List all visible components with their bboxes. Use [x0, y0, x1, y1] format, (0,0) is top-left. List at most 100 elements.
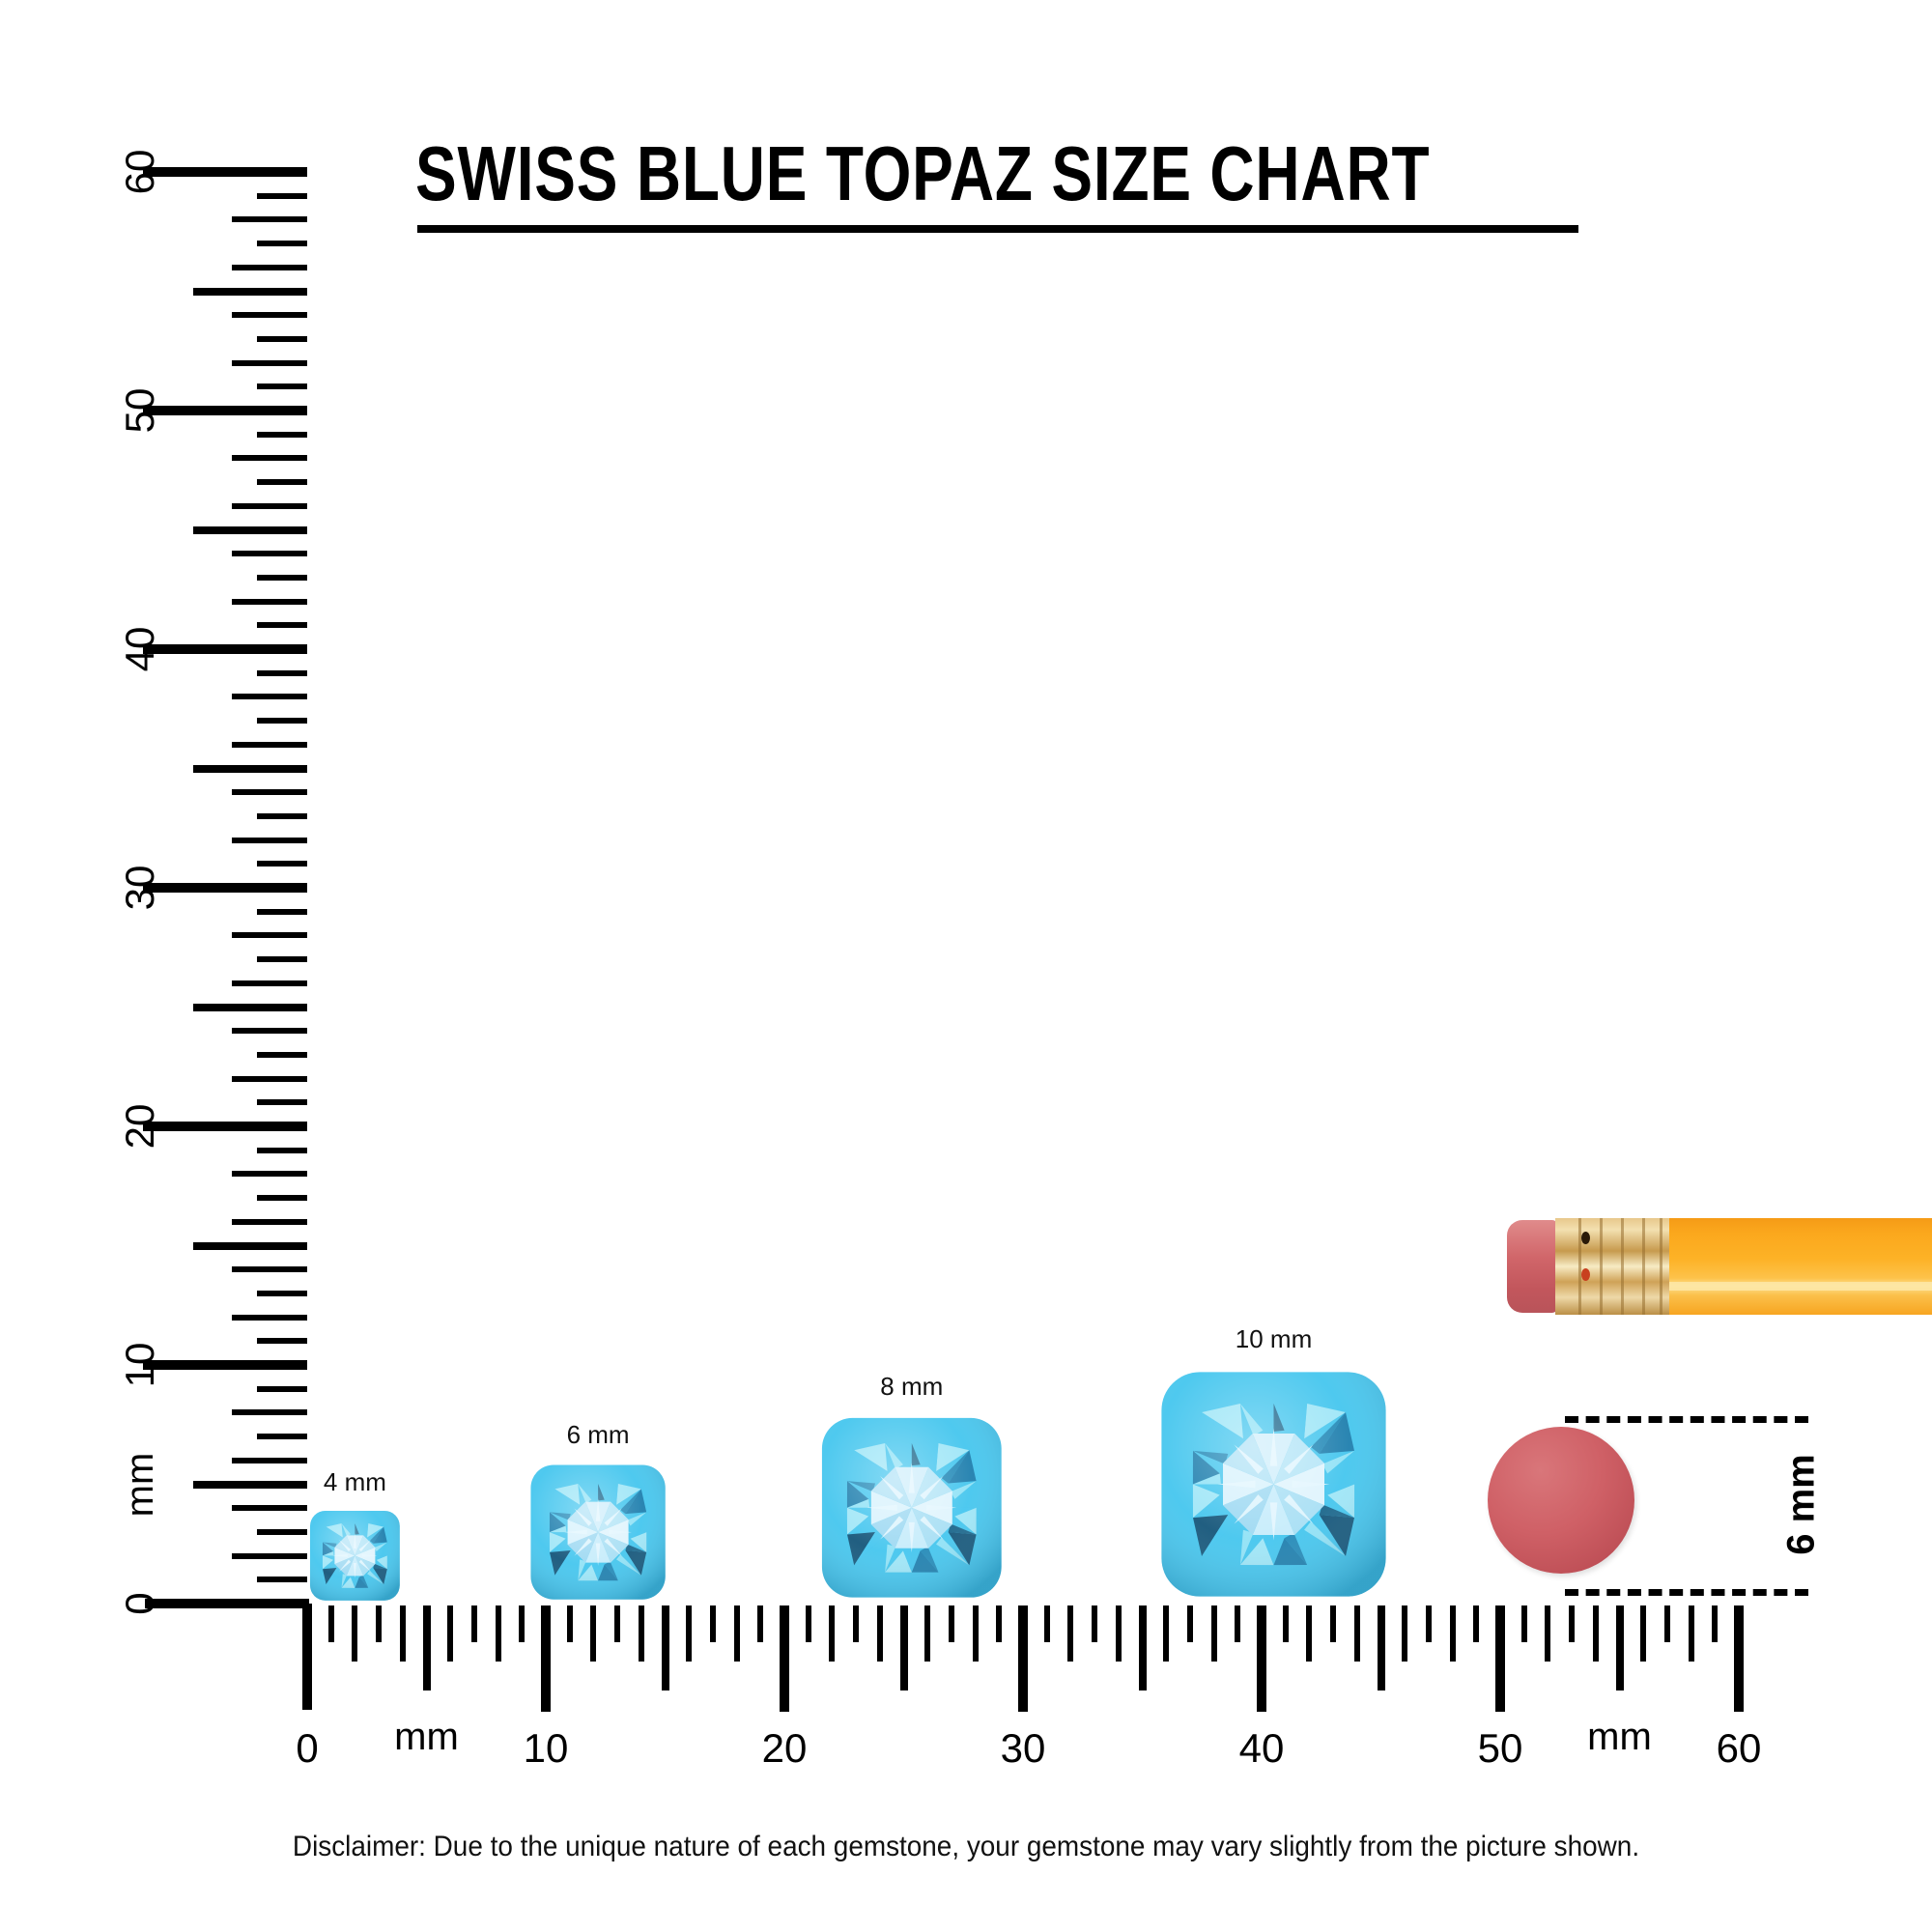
vertical-ruler-minor-tick [257, 1385, 307, 1392]
horizontal-ruler-mid-tick [661, 1605, 669, 1690]
vertical-ruler-minor-tick [232, 1457, 307, 1463]
vertical-ruler-label: 30 [117, 865, 162, 911]
vertical-ruler-minor-tick [232, 1552, 307, 1559]
vertical-axis-spine [302, 1604, 312, 1710]
vertical-ruler-minor-tick [257, 718, 307, 724]
gemstone-label: 4 mm [323, 1467, 386, 1497]
ferrule-ridge [1660, 1218, 1662, 1315]
vertical-ruler-minor-tick [232, 837, 307, 843]
vertical-ruler-minor-tick [232, 1028, 307, 1035]
vertical-ruler-minor-tick [257, 431, 307, 438]
horizontal-ruler-minor-tick [376, 1605, 383, 1642]
vertical-ruler-minor-tick [232, 1314, 307, 1321]
vertical-ruler-minor-tick [232, 598, 307, 605]
vertical-ruler-label: 50 [117, 387, 162, 434]
vertical-ruler-minor-tick [257, 384, 307, 390]
gemstone-6mm [526, 1461, 669, 1604]
horizontal-ruler-minor-tick [638, 1605, 644, 1662]
horizontal-ruler-minor-tick [1569, 1605, 1576, 1642]
vertical-ruler-minor-tick [257, 1338, 307, 1345]
vertical-ruler-minor-tick [232, 551, 307, 557]
vertical-ruler-unit-label: mm [119, 1452, 161, 1517]
horizontal-ruler-major-tick [1018, 1605, 1028, 1712]
horizontal-ruler-minor-tick [757, 1605, 764, 1642]
vertical-ruler-minor-tick [232, 789, 307, 796]
vertical-ruler-minor-tick [232, 312, 307, 319]
vertical-ruler-mid-tick [193, 287, 307, 296]
horizontal-ruler-label: 20 [761, 1725, 808, 1771]
vertical-ruler-label: 40 [117, 626, 162, 672]
pencil-illustration [1507, 1212, 1932, 1321]
vertical-ruler-minor-tick [232, 264, 307, 270]
horizontal-ruler-label: 50 [1477, 1725, 1523, 1771]
horizontal-ruler-minor-tick [1353, 1605, 1360, 1662]
vertical-ruler-mid-tick [193, 526, 307, 534]
horizontal-ruler-major-tick [1257, 1605, 1266, 1712]
horizontal-ruler-minor-tick [1306, 1605, 1313, 1662]
horizontal-ruler-minor-tick [519, 1605, 526, 1642]
vertical-ruler-minor-tick [232, 694, 307, 700]
horizontal-ruler-minor-tick [399, 1605, 406, 1662]
vertical-ruler-minor-tick [257, 1195, 307, 1202]
gemstone-10mm [1154, 1365, 1393, 1604]
vertical-ruler-minor-tick [257, 574, 307, 581]
horizontal-ruler-minor-tick [1330, 1605, 1337, 1642]
vertical-ruler-minor-tick [257, 861, 307, 867]
horizontal-ruler-minor-tick [1592, 1605, 1599, 1662]
pencil-barrel [1669, 1218, 1932, 1315]
horizontal-ruler-minor-tick [1425, 1605, 1432, 1642]
dimension-line-bottom [1565, 1589, 1808, 1596]
gem-svg [309, 1511, 400, 1602]
horizontal-ruler-label: 30 [1000, 1725, 1046, 1771]
horizontal-ruler-minor-tick [1473, 1605, 1480, 1642]
horizontal-ruler-minor-tick [805, 1605, 811, 1642]
horizontal-ruler-mid-tick [422, 1605, 431, 1690]
horizontal-ruler-major-tick [780, 1605, 789, 1712]
ferrule-ridge [1600, 1218, 1603, 1315]
gemstone-label: 8 mm [880, 1372, 944, 1402]
vertical-ruler-minor-tick [257, 1577, 307, 1583]
gemstone-label: 10 mm [1235, 1324, 1313, 1353]
eraser-disc [1488, 1427, 1634, 1574]
vertical-ruler-minor-tick [257, 1528, 307, 1535]
horizontal-ruler-minor-tick [590, 1605, 597, 1662]
ferrule-ridge [1621, 1218, 1624, 1315]
horizontal-ruler-minor-tick [972, 1605, 979, 1662]
horizontal-ruler-major-tick [1734, 1605, 1744, 1712]
horizontal-ruler-minor-tick [1163, 1605, 1170, 1662]
horizontal-ruler-minor-tick [470, 1605, 477, 1642]
horizontal-ruler-minor-tick [1210, 1605, 1217, 1662]
vertical-ruler-minor-tick [257, 1099, 307, 1106]
vertical-ruler-minor-tick [232, 980, 307, 986]
horizontal-ruler-label: 40 [1238, 1725, 1285, 1771]
title-underline [417, 225, 1578, 233]
horizontal-ruler-major-tick [541, 1605, 551, 1712]
gem-svg [1161, 1372, 1386, 1597]
horizontal-ruler-label: 10 [523, 1725, 569, 1771]
pencil-ferrule [1555, 1218, 1671, 1315]
vertical-ruler-minor-tick [232, 1409, 307, 1416]
horizontal-ruler-mid-tick [1138, 1605, 1147, 1690]
disclaimer-text: Disclaimer: Due to the unique nature of … [292, 1831, 1640, 1862]
gem-svg [530, 1464, 666, 1600]
vertical-ruler-minor-tick [232, 359, 307, 366]
vertical-ruler-minor-tick [232, 741, 307, 748]
vertical-ruler-label: 10 [117, 1342, 162, 1388]
vertical-ruler-mid-tick [193, 1241, 307, 1250]
vertical-ruler-minor-tick [257, 669, 307, 676]
horizontal-ruler-minor-tick [853, 1605, 860, 1642]
vertical-ruler-minor-tick [232, 216, 307, 223]
dimension-label: 6 mm [1779, 1454, 1823, 1555]
horizontal-ruler-minor-tick [1115, 1605, 1122, 1662]
horizontal-ruler-minor-tick [352, 1605, 358, 1662]
horizontal-ruler-minor-tick [566, 1605, 573, 1642]
vertical-ruler-label: 60 [117, 149, 162, 195]
vertical-ruler-minor-tick [257, 956, 307, 963]
vertical-ruler-label: 20 [117, 1103, 162, 1150]
horizontal-ruler-mid-tick [1615, 1605, 1624, 1690]
gemstone-4mm [307, 1508, 403, 1604]
pencil-eraser [1507, 1220, 1557, 1313]
vertical-ruler-minor-tick [257, 1434, 307, 1440]
horizontal-ruler-minor-tick [948, 1605, 954, 1642]
vertical-ruler-major-tick [143, 167, 307, 177]
